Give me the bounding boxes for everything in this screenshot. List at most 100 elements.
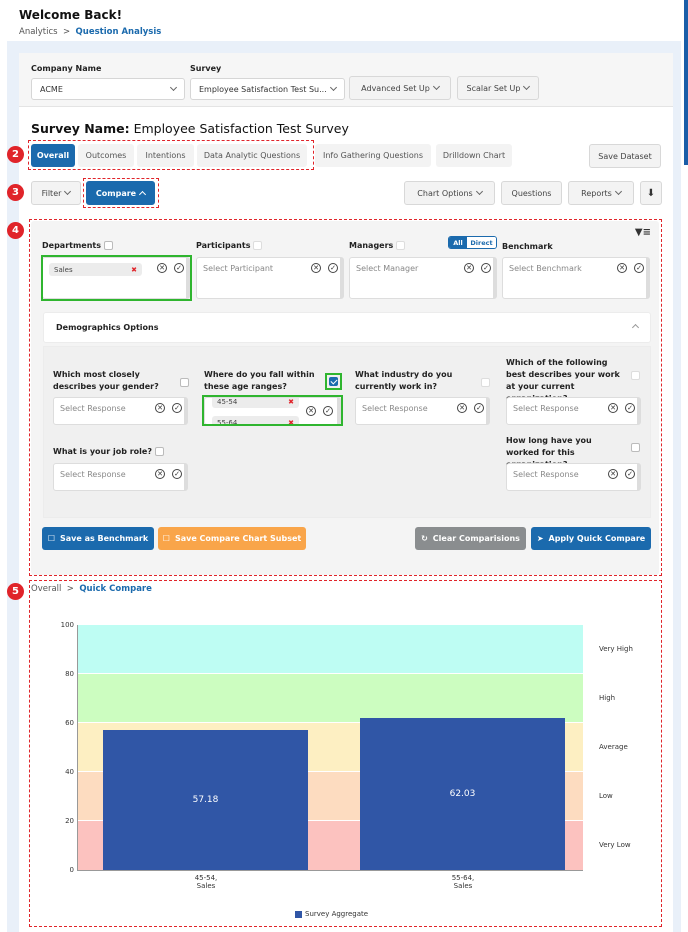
work-description-placeholder: Select Response <box>513 404 579 413</box>
toggle-all[interactable]: All <box>449 237 467 248</box>
tab-drilldown-chart[interactable]: Drilldown Chart <box>436 144 512 167</box>
clear-icon[interactable]: ✕ <box>155 469 165 479</box>
participants-select[interactable]: Select Participant ✕ ✓ <box>196 257 344 299</box>
breadcrumb-analytics[interactable]: Analytics <box>19 27 58 37</box>
select-all-icon[interactable]: ✓ <box>474 403 484 413</box>
chevron-down-icon <box>475 187 483 196</box>
save-as-benchmark-button[interactable]: ☐ Save as Benchmark <box>42 527 154 550</box>
toggle-direct[interactable]: Direct <box>467 237 496 248</box>
x-axis <box>77 870 583 871</box>
select-all-icon[interactable]: ✓ <box>174 263 184 273</box>
advanced-setup-button[interactable]: Advanced Set Up <box>349 76 451 100</box>
tab-info-gathering-questions[interactable]: Info Gathering Questions <box>315 144 431 167</box>
tenure-select[interactable]: Select Response ✕ ✓ <box>506 463 641 491</box>
reports-label: Reports <box>581 188 612 198</box>
page-title: Welcome Back! <box>19 8 123 22</box>
tab-intentions[interactable]: Intentions <box>137 144 194 167</box>
participants-label-text: Participants <box>196 241 251 250</box>
annotation-badge-3: 3 <box>7 184 24 201</box>
gender-checkbox[interactable] <box>180 378 189 387</box>
tenure-checkbox[interactable] <box>631 443 640 452</box>
departments-select[interactable]: Sales ✖ ✕ ✓ <box>42 257 190 299</box>
band-label-average: Average <box>599 743 628 751</box>
chart-legend[interactable]: Survey Aggregate <box>295 910 368 918</box>
breadcrumb-quick-compare: Quick Compare <box>79 584 152 594</box>
company-value: ACME <box>40 84 63 94</box>
select-all-icon[interactable]: ✓ <box>625 403 635 413</box>
departments-checkbox[interactable] <box>104 241 114 250</box>
select-all-icon[interactable]: ✓ <box>172 403 182 413</box>
clear-icon[interactable]: ✕ <box>311 263 321 273</box>
save-dataset-button[interactable]: Save Dataset <box>589 144 661 168</box>
select-all-icon[interactable]: ✓ <box>328 263 338 273</box>
clear-icon[interactable]: ✕ <box>608 403 618 413</box>
clear-icon[interactable]: ✕ <box>464 263 474 273</box>
bookmark-icon: ☐ <box>162 534 170 543</box>
survey-select[interactable]: Employee Satisfaction Test Su... <box>190 78 345 100</box>
demographics-header[interactable]: Demographics Options <box>43 312 651 343</box>
company-select[interactable]: ACME <box>31 78 185 100</box>
tab-data-analytic-questions[interactable]: Data Analytic Questions <box>197 144 307 167</box>
highlight-age-checkbox <box>325 373 342 390</box>
filter-list-icon[interactable]: ▼≡ <box>634 227 651 238</box>
clear-comparisons-button[interactable]: ↻ Clear Comparisions <box>415 527 526 550</box>
bookmark-icon: ☐ <box>47 534 55 543</box>
scrollbar[interactable] <box>684 0 688 165</box>
remove-icon[interactable]: ✖ <box>288 418 294 425</box>
survey-label: Survey <box>190 64 222 73</box>
select-all-icon[interactable]: ✓ <box>172 469 182 479</box>
job-role-select[interactable]: Select Response ✕ ✓ <box>53 463 188 491</box>
gender-select[interactable]: Select Response ✕ ✓ <box>53 397 188 425</box>
departments-label: Departments <box>42 241 114 250</box>
save-compare-subset-button[interactable]: ☐ Save Compare Chart Subset <box>158 527 306 550</box>
job-role-checkbox[interactable] <box>154 447 164 456</box>
select-all-icon[interactable]: ✓ <box>634 263 644 273</box>
select-all-icon[interactable]: ✓ <box>481 263 491 273</box>
chevron-down-icon <box>329 83 338 92</box>
work-description-checkbox[interactable] <box>631 371 640 380</box>
benchmark-label: Benchmark <box>502 242 553 251</box>
chart-options-button[interactable]: Chart Options <box>404 181 495 205</box>
industry-select[interactable]: Select Response ✕ ✓ <box>355 397 490 425</box>
select-all-icon[interactable]: ✓ <box>625 469 635 479</box>
clear-icon[interactable]: ✕ <box>457 403 467 413</box>
breadcrumb-overall[interactable]: Overall <box>31 584 62 594</box>
page-header: Welcome Back! Analytics > Question Analy… <box>19 8 161 37</box>
age-select[interactable]: 45-54 ✖ 55-64 ✖ ✕ ✓ <box>204 397 341 425</box>
select-all-icon[interactable]: ✓ <box>323 406 333 416</box>
clear-icon[interactable]: ✕ <box>617 263 627 273</box>
industry-placeholder: Select Response <box>362 404 428 413</box>
tab-overall[interactable]: Overall <box>31 144 75 167</box>
benchmark-select[interactable]: Select Benchmark ✕ ✓ <box>502 257 650 299</box>
reports-button[interactable]: Reports <box>568 181 634 205</box>
annotation-box-4 <box>29 219 662 576</box>
filter-button[interactable]: Filter <box>31 181 81 205</box>
apply-quick-compare-button[interactable]: ➤ Apply Quick Compare <box>531 527 651 550</box>
clear-icon[interactable]: ✕ <box>157 263 167 273</box>
breadcrumb-separator: > <box>60 27 73 37</box>
clear-icon[interactable]: ✕ <box>155 403 165 413</box>
managers-select[interactable]: Select Manager ✕ ✓ <box>349 257 497 299</box>
compare-button[interactable]: Compare <box>86 181 155 205</box>
industry-checkbox[interactable] <box>481 378 490 387</box>
clear-icon[interactable]: ✕ <box>306 406 316 416</box>
bar-55-64-sales[interactable]: 62.03 <box>360 718 565 870</box>
questions-button[interactable]: Questions <box>501 181 562 205</box>
remove-icon[interactable]: ✖ <box>131 265 137 274</box>
participants-checkbox[interactable] <box>253 241 263 250</box>
highlight-age-select <box>202 395 343 426</box>
managers-label: Managers <box>349 241 406 250</box>
age-checkbox[interactable] <box>329 377 338 386</box>
remove-icon[interactable]: ✖ <box>288 397 294 406</box>
clear-icon[interactable]: ✕ <box>608 469 618 479</box>
scalar-setup-button[interactable]: Scalar Set Up <box>457 76 539 100</box>
bar-45-54-sales[interactable]: 57.18 <box>103 730 308 870</box>
work-description-select[interactable]: Select Response ✕ ✓ <box>506 397 641 425</box>
annotation-badge-4: 4 <box>7 222 24 239</box>
download-button[interactable]: ⬇ <box>640 181 662 205</box>
annotation-box-3 <box>83 178 159 208</box>
chevron-down-icon <box>432 82 440 91</box>
y-tick-100: 100 <box>60 621 74 629</box>
tab-outcomes[interactable]: Outcomes <box>78 144 134 167</box>
managers-checkbox[interactable] <box>396 241 406 250</box>
